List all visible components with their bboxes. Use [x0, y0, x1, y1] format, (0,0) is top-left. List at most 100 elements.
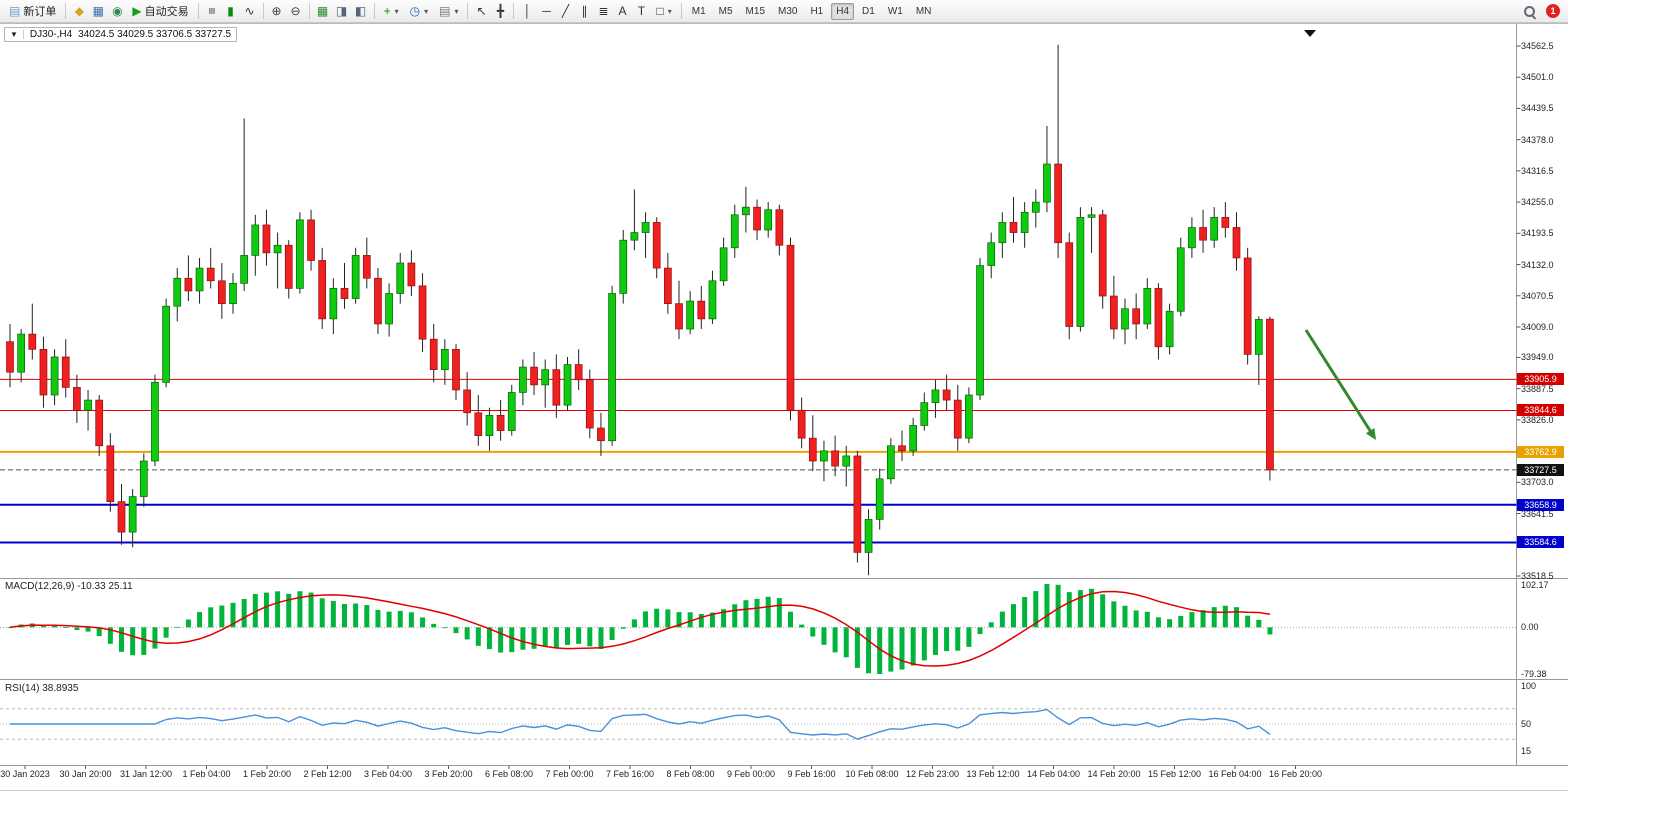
notification-badge[interactable]: 1 — [1546, 4, 1560, 18]
price-tag-33658.9: 33658.9 — [1517, 498, 1564, 511]
candle-body — [1076, 216, 1085, 327]
candle-body — [173, 277, 182, 307]
candle-body — [1243, 257, 1252, 355]
trend-arrow-annotation[interactable] — [1304, 329, 1373, 435]
auto-scroll-icon[interactable]: ◨ — [335, 4, 348, 18]
macd-histogram-bar — [631, 619, 637, 628]
macd-histogram-bar — [1155, 617, 1161, 628]
macd-histogram-bar — [921, 627, 927, 661]
shapes-button[interactable]: □ ▾ — [651, 3, 676, 19]
chart-shift-icon[interactable]: ◧ — [354, 4, 367, 18]
zoom-out-icon[interactable]: ⊖ — [290, 4, 301, 18]
macd-histogram-bar — [386, 611, 392, 628]
macd-histogram-bar — [397, 610, 403, 628]
candle-body — [886, 445, 895, 480]
candle-body — [786, 244, 795, 411]
timeframe-button-w1[interactable]: W1 — [887, 5, 903, 17]
timeframe-button-d1[interactable]: D1 — [862, 5, 875, 17]
macd-histogram-bar — [576, 627, 582, 644]
crosshair-icon[interactable]: ╋ — [496, 4, 505, 18]
dropdown-caret-icon: ▾ — [424, 6, 429, 16]
candle-body — [1154, 288, 1163, 348]
price-tick-label: 34255.0 — [1521, 197, 1554, 208]
candle-body — [374, 277, 382, 325]
candle-body — [1054, 163, 1062, 244]
vertical-line-icon[interactable]: │ — [523, 4, 532, 18]
cursor-icon[interactable]: ↖ — [476, 4, 487, 18]
macd-histogram-bar — [565, 627, 570, 645]
macd-histogram-bar — [821, 627, 827, 645]
dropdown-caret-icon: ▾ — [454, 6, 459, 16]
templates-button[interactable]: ▤ ▾ — [434, 3, 463, 19]
timeframe-button-m15[interactable]: M15 — [745, 5, 765, 17]
candle-body — [73, 387, 81, 411]
candle-body — [808, 437, 817, 462]
macd-histogram-bar — [1189, 612, 1195, 628]
search-icon[interactable] — [1522, 4, 1537, 19]
new-order-button[interactable]: ▤ 新订单 — [4, 1, 61, 21]
timeframe-button-m30[interactable]: M30 — [778, 5, 798, 17]
timeframe-button-m5[interactable]: M5 — [718, 5, 733, 17]
candle-body — [1143, 288, 1152, 325]
time-axis-label: 30 Jan 2023 — [0, 769, 50, 779]
fibonacci-icon[interactable]: ≣ — [598, 4, 609, 18]
candle-body — [61, 356, 70, 388]
trendline-icon[interactable]: ╱ — [561, 4, 570, 18]
line-chart-icon[interactable]: ∿ — [244, 4, 255, 18]
macd-histogram-bar — [85, 627, 91, 632]
macd-histogram-bar — [152, 627, 158, 649]
periods-button[interactable]: ◷ ▾ — [405, 3, 434, 19]
macd-histogram-bar — [732, 604, 738, 628]
market-watch-icon[interactable]: ◆ — [74, 4, 84, 18]
chart-canvas[interactable] — [0, 24, 1568, 790]
macd-histogram-bar — [609, 627, 615, 640]
zoom-in-icon[interactable]: ⊕ — [271, 4, 282, 18]
macd-histogram-bar — [1033, 591, 1039, 628]
time-axis-label: 12 Feb 23:00 — [905, 769, 960, 779]
bar-chart-icon[interactable]: ≡ — [204, 7, 219, 15]
macd-histogram-bar — [899, 627, 905, 670]
label-icon[interactable]: T — [637, 4, 646, 18]
macd-histogram-bar — [1077, 590, 1083, 628]
navigator-icon[interactable]: ◉ — [112, 4, 123, 18]
chart-area[interactable]: ▼ DJ30-,H4 34024.5 34029.5 33706.5 33727… — [0, 23, 1568, 791]
trend-arrow-head-icon[interactable] — [1365, 428, 1376, 440]
timeframe-button-mn[interactable]: MN — [915, 5, 932, 17]
data-window-icon[interactable]: ▦ — [92, 4, 105, 18]
one-click-trading-toggle[interactable]: ▼ — [10, 30, 24, 39]
macd-histogram-bar — [408, 612, 414, 628]
candlestick-chart-icon[interactable]: ▮ — [227, 4, 234, 18]
time-axis-label: 2 Feb 12:00 — [303, 769, 352, 779]
price-tick-label: 34378.0 — [1521, 134, 1554, 145]
candle-body — [240, 255, 248, 284]
macd-histogram-bar — [888, 627, 894, 672]
candle-body — [195, 267, 204, 292]
rsi-scale-label: 15 — [1521, 745, 1532, 756]
chart-dropdown-marker-icon[interactable] — [1304, 30, 1316, 37]
macd-histogram-bar — [1133, 610, 1139, 628]
macd-histogram-bar — [1245, 615, 1251, 628]
macd-histogram-bar — [587, 627, 593, 647]
tile-windows-icon[interactable]: ▦ — [316, 4, 329, 18]
candle-body — [28, 333, 37, 350]
horizontal-line-icon[interactable]: ─ — [542, 4, 551, 18]
timeframe-button-h1[interactable]: H1 — [810, 5, 824, 17]
clock-icon: ◷ — [409, 4, 421, 18]
candle-body — [206, 267, 215, 282]
time-axis-label: 14 Feb 20:00 — [1087, 769, 1141, 779]
macd-histogram-bar — [665, 609, 671, 628]
macd-histogram-bar — [330, 600, 336, 628]
channel-icon[interactable]: ∥ — [581, 4, 588, 18]
text-icon[interactable]: A — [618, 4, 627, 18]
add-indicator-button[interactable]: + ▾ — [379, 3, 404, 19]
time-axis-label: 16 Feb 04:00 — [1208, 769, 1262, 779]
macd-histogram-bar — [643, 611, 649, 628]
candle-body — [474, 412, 483, 436]
candle-body — [1165, 310, 1174, 348]
candle-body — [619, 239, 628, 294]
timeframe-button-h4[interactable]: H4 — [831, 2, 855, 20]
timeframe-button-m1[interactable]: M1 — [691, 5, 706, 17]
candle-body — [117, 501, 126, 533]
price-tag-33727.5: 33727.5 — [1517, 463, 1564, 476]
auto-trading-button[interactable]: ▶ 自动交易 — [127, 1, 193, 21]
